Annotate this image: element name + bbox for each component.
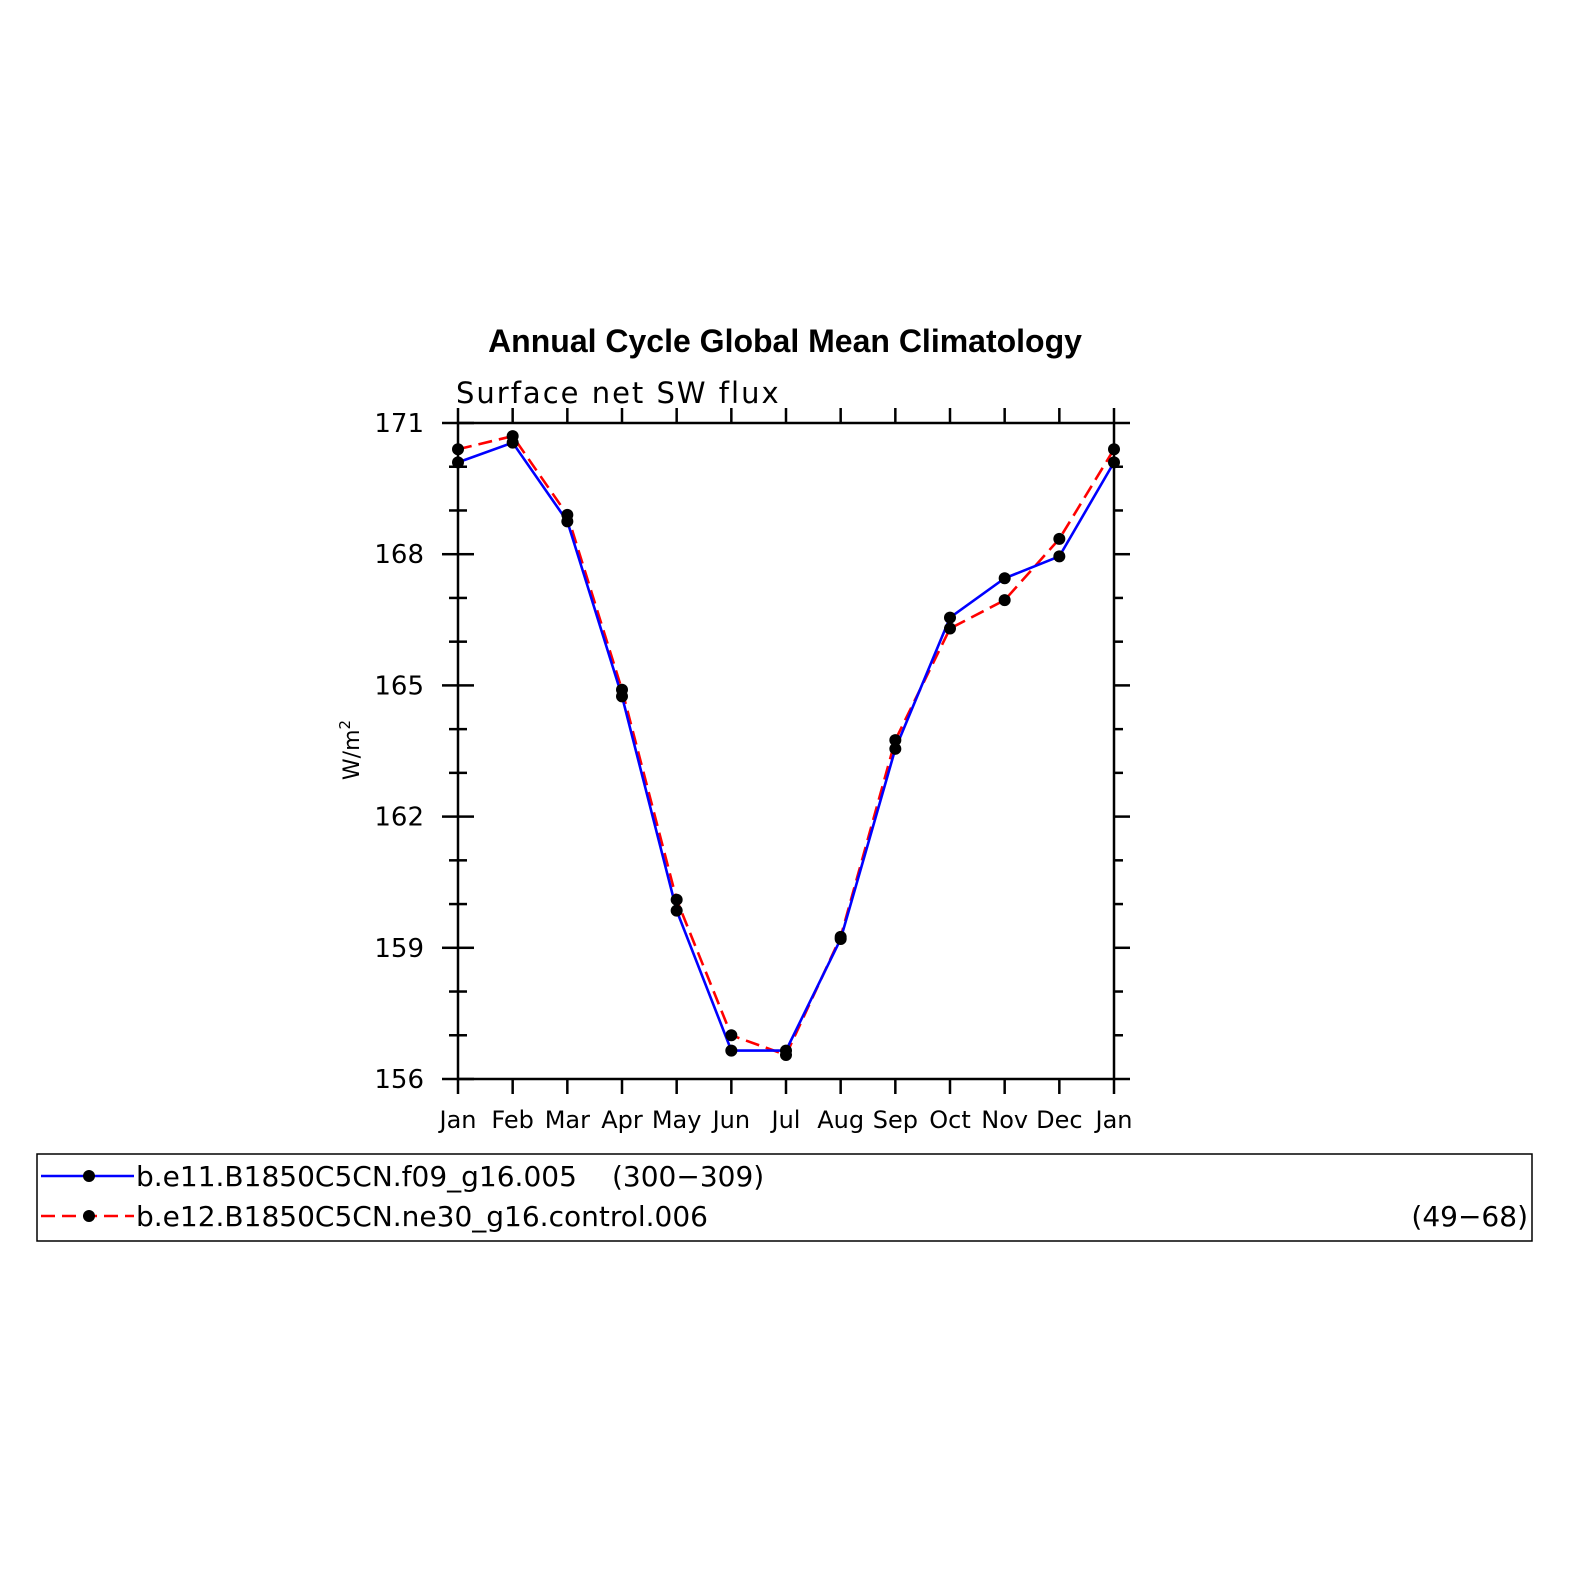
data-point	[670, 893, 683, 906]
x-tick-label: Mar	[545, 1106, 590, 1134]
legend-items: b.e11.B1850C5CN.f09_g16.005 (300−309) b.e1…	[41, 1160, 1528, 1233]
chart-title: Annual Cycle Global Mean Climatology	[488, 323, 1082, 359]
y-axis-label-superscript: 2	[336, 720, 354, 730]
legend-label: b.e11.B1850C5CN.f09_g16.005	[136, 1160, 577, 1193]
data-point	[670, 904, 683, 917]
legend: b.e11.B1850C5CN.f09_g16.005 (300−309) b.e1…	[36, 1153, 1533, 1242]
data-point	[780, 1048, 792, 1061]
x-tick-label: Apr	[601, 1106, 643, 1134]
series-line	[457, 434, 1116, 1057]
y-tick-label: 156	[374, 1065, 424, 1095]
x-tick-labels: Jan Feb Mar Apr May Jun Jul Aug Sep Oct Nov Dec Jan	[438, 1106, 1133, 1134]
legend-years: (300−309)	[612, 1160, 764, 1193]
data-point	[561, 508, 574, 521]
series-layer	[452, 430, 1120, 1061]
chart-subtitle: Surface net SW flux	[456, 376, 781, 410]
data-point	[1053, 532, 1066, 545]
x-tick-label: May	[652, 1106, 702, 1134]
x-tick-label: Feb	[491, 1106, 534, 1134]
data-point	[725, 1044, 738, 1057]
x-tick-label: Aug	[817, 1106, 864, 1134]
y-tick-label: 165	[374, 671, 424, 701]
data-point	[944, 611, 956, 624]
legend-years: (49−68)	[1411, 1200, 1528, 1233]
data-point	[506, 430, 519, 443]
data-point	[944, 622, 956, 635]
data-point	[998, 594, 1011, 607]
legend-marker	[83, 1170, 95, 1182]
y-tick-label: 171	[374, 409, 424, 439]
x-tick-label: Dec	[1036, 1106, 1082, 1134]
x-tick-label: Jun	[711, 1106, 751, 1134]
axis-ticks	[442, 408, 1130, 1094]
series-line	[457, 441, 1116, 1052]
data-point	[889, 734, 902, 747]
x-tick-label: Jan	[1094, 1106, 1133, 1134]
y-axis-label: W/m2	[336, 720, 365, 780]
data-point	[616, 683, 628, 696]
x-tick-label: Sep	[873, 1106, 918, 1134]
legend-label: b.e12.B1850C5CN.ne30_g16.control.006	[136, 1200, 708, 1233]
legend-marker	[83, 1210, 95, 1222]
data-point	[1053, 550, 1066, 563]
data-point	[834, 930, 847, 943]
y-tick-label: 168	[374, 540, 424, 570]
x-tick-label: Jul	[770, 1106, 801, 1134]
data-point	[998, 572, 1011, 585]
y-tick-label: 162	[374, 803, 424, 833]
data-point	[725, 1029, 738, 1042]
x-tick-label: Nov	[981, 1106, 1028, 1134]
x-tick-label: Oct	[929, 1106, 971, 1134]
y-tick-labels: 156 159 162 165 168 171	[374, 409, 424, 1095]
x-tick-label: Jan	[438, 1106, 477, 1134]
y-tick-label: 159	[374, 934, 424, 964]
plot-frame	[456, 421, 1116, 1081]
legend-box	[36, 1153, 1533, 1242]
y-axis-label-main: W/m	[340, 729, 365, 780]
data-point	[889, 742, 902, 755]
